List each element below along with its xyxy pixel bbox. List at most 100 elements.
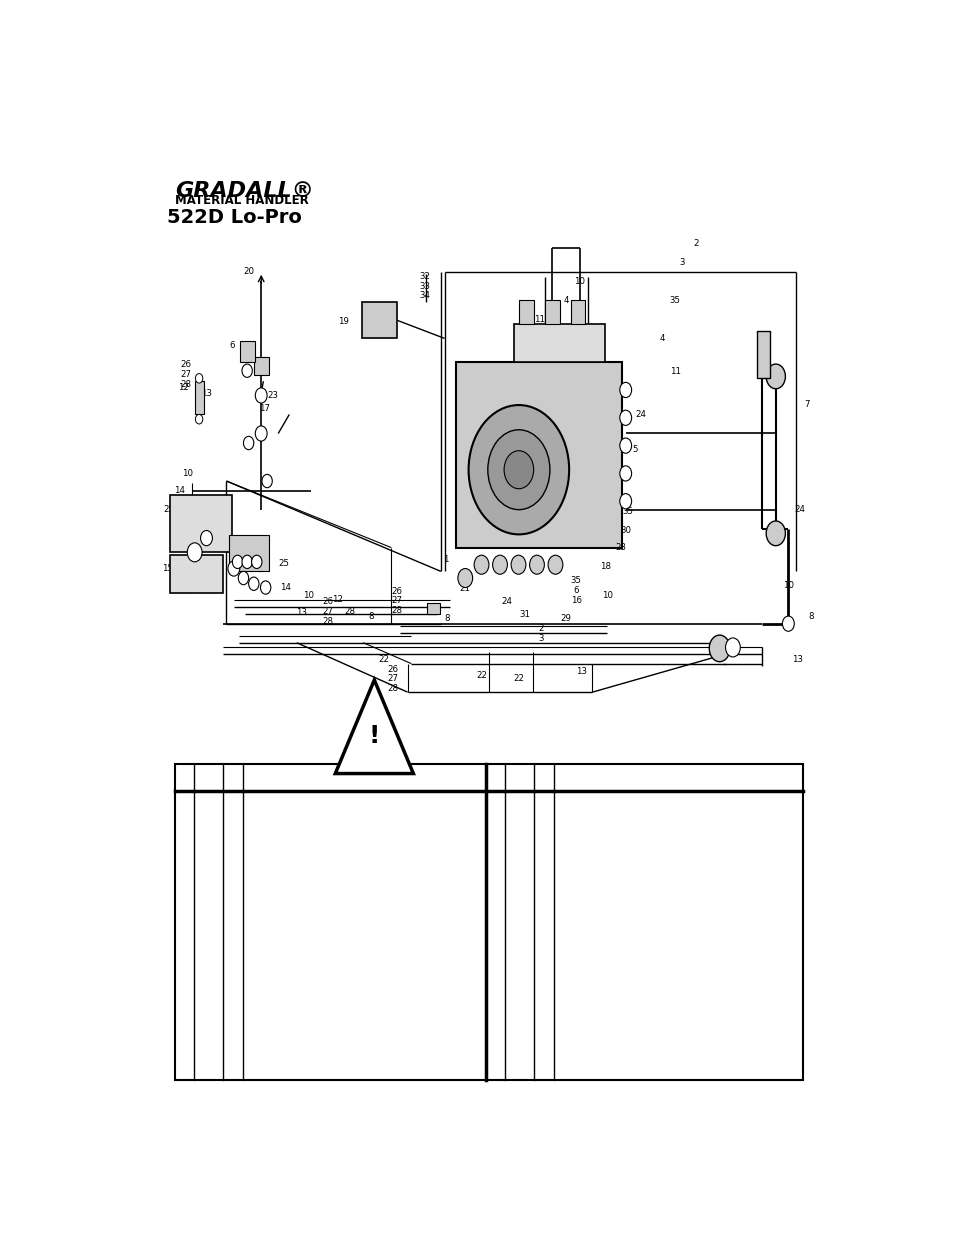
Text: 35: 35: [621, 506, 633, 516]
Text: 1: 1: [442, 555, 448, 563]
Bar: [756, 331, 769, 378]
Text: 10: 10: [574, 277, 585, 285]
Text: 4: 4: [659, 333, 665, 343]
Bar: [514, 324, 605, 362]
Text: 13: 13: [295, 608, 306, 616]
Text: 24: 24: [500, 598, 512, 606]
Text: 23: 23: [267, 391, 278, 400]
Text: 522D Lo-Pro: 522D Lo-Pro: [167, 209, 302, 227]
Text: 22: 22: [513, 674, 523, 683]
Circle shape: [252, 556, 262, 568]
Text: 4: 4: [562, 296, 568, 305]
Text: 23: 23: [615, 543, 625, 552]
Text: 5: 5: [632, 445, 638, 454]
Text: 14: 14: [280, 583, 291, 592]
Text: 28: 28: [344, 606, 355, 616]
Circle shape: [529, 556, 544, 574]
Text: 26
27
28: 26 27 28: [391, 587, 401, 615]
Circle shape: [765, 521, 784, 546]
Circle shape: [243, 436, 253, 450]
Bar: [426, 603, 439, 614]
Bar: [518, 300, 533, 324]
Circle shape: [619, 494, 631, 509]
Text: 15: 15: [162, 564, 172, 573]
Text: 13: 13: [792, 656, 802, 664]
Circle shape: [503, 451, 533, 489]
Text: 8: 8: [808, 611, 813, 620]
Text: 3: 3: [679, 258, 684, 267]
Bar: [170, 495, 233, 552]
Text: 24: 24: [793, 505, 804, 514]
Text: GRADALL®: GRADALL®: [174, 182, 314, 201]
Text: 6: 6: [229, 341, 234, 350]
Circle shape: [262, 474, 272, 488]
Text: 32
33
34: 32 33 34: [418, 272, 430, 300]
Text: 11: 11: [669, 367, 680, 377]
Text: 26
27
28: 26 27 28: [180, 361, 192, 389]
Text: 35
6
16: 35 6 16: [570, 577, 581, 605]
Circle shape: [195, 373, 203, 383]
Circle shape: [187, 543, 202, 562]
Text: 22: 22: [378, 656, 389, 664]
Text: 10: 10: [601, 590, 612, 600]
Bar: [239, 341, 254, 362]
Text: 11: 11: [533, 315, 544, 324]
Text: 13: 13: [201, 389, 212, 398]
Text: 24: 24: [635, 410, 645, 419]
Text: !: !: [368, 724, 379, 747]
Bar: [194, 382, 203, 415]
Bar: [544, 300, 559, 324]
Text: 10: 10: [182, 469, 193, 478]
Text: 17: 17: [258, 404, 270, 414]
Text: 12: 12: [178, 383, 189, 393]
Bar: [229, 535, 269, 572]
Circle shape: [468, 405, 569, 535]
Text: MATERIAL HANDLER: MATERIAL HANDLER: [174, 194, 308, 206]
Text: 7: 7: [803, 400, 809, 410]
Circle shape: [260, 580, 271, 594]
Text: 29: 29: [559, 615, 571, 624]
Circle shape: [457, 568, 472, 588]
Text: 10: 10: [782, 582, 793, 590]
Bar: [253, 357, 269, 374]
Text: 2
3: 2 3: [538, 624, 543, 642]
Text: 25: 25: [163, 505, 174, 514]
Circle shape: [619, 383, 631, 398]
Text: 8: 8: [368, 611, 373, 620]
Circle shape: [249, 577, 258, 590]
Circle shape: [511, 556, 525, 574]
Text: 8: 8: [444, 615, 450, 624]
Circle shape: [708, 635, 729, 662]
Bar: [174, 764, 802, 1081]
Text: 21: 21: [459, 584, 470, 593]
Text: 13: 13: [576, 667, 586, 676]
Text: 2: 2: [693, 238, 698, 248]
Circle shape: [547, 556, 562, 574]
Circle shape: [200, 531, 213, 546]
Circle shape: [781, 616, 794, 631]
Circle shape: [255, 426, 267, 441]
Circle shape: [195, 415, 203, 424]
Bar: [570, 300, 585, 324]
Circle shape: [765, 364, 784, 389]
Circle shape: [228, 561, 239, 576]
Polygon shape: [335, 680, 413, 773]
Circle shape: [619, 438, 631, 453]
Circle shape: [474, 556, 488, 574]
Bar: [361, 303, 396, 338]
Circle shape: [238, 572, 249, 584]
Circle shape: [487, 430, 549, 510]
Text: 14: 14: [174, 487, 185, 495]
Circle shape: [233, 556, 242, 568]
Bar: [456, 362, 621, 547]
Circle shape: [724, 638, 740, 657]
Text: 26
27
28: 26 27 28: [387, 664, 398, 693]
Circle shape: [619, 466, 631, 482]
Text: 22: 22: [476, 672, 487, 680]
Circle shape: [255, 388, 267, 403]
Circle shape: [242, 364, 252, 378]
Text: 25: 25: [278, 559, 290, 568]
Text: 20: 20: [243, 267, 253, 277]
Circle shape: [242, 556, 252, 568]
Circle shape: [492, 556, 507, 574]
